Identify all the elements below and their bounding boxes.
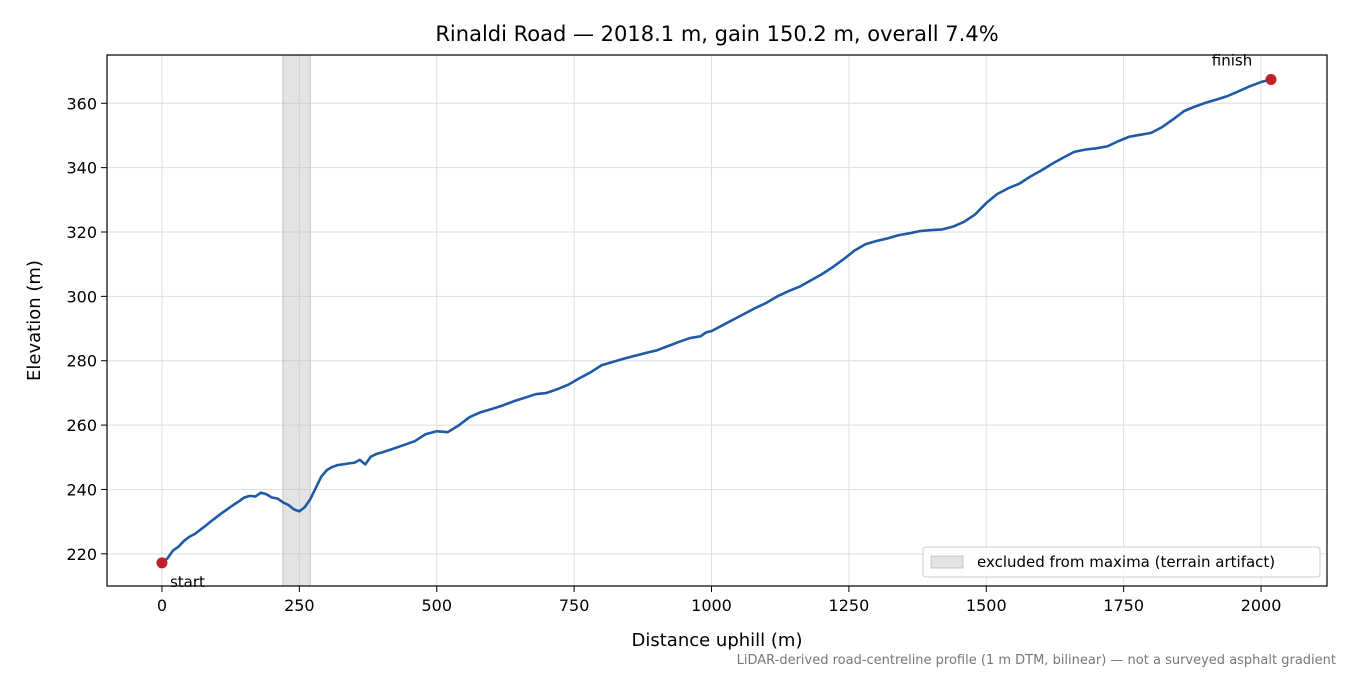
figure-caption: LiDAR-derived road-centreline profile (1…	[737, 653, 1336, 668]
x-axis-label: Distance uphill (m)	[632, 630, 803, 651]
legend-box	[922, 546, 1321, 578]
excluded-band	[282, 54, 311, 587]
x-tick-label: 750	[559, 596, 590, 615]
y-axis-ticks: 220 240 260 280 300 320 340 360	[66, 94, 107, 564]
finish-annotation: finish	[1212, 51, 1252, 69]
start-marker	[156, 557, 168, 569]
y-tick-label: 220	[66, 545, 97, 564]
x-tick-label: 0	[157, 596, 167, 615]
legend-swatch	[930, 555, 964, 569]
start-annotation: start	[170, 573, 205, 591]
x-tick-label: 1000	[691, 596, 732, 615]
y-tick-label: 340	[66, 159, 97, 178]
x-tick-label: 2000	[1241, 596, 1282, 615]
chart-title: Rinaldi Road — 2018.1 m, gain 150.2 m, o…	[435, 22, 998, 46]
legend: excluded from maxima (terrain artifact)	[922, 546, 1321, 578]
elevation-line	[160, 78, 1273, 565]
y-tick-label: 360	[66, 94, 97, 113]
x-tick-label: 1750	[1103, 596, 1144, 615]
y-tick-label: 320	[66, 223, 97, 242]
legend-entry-excluded: excluded from maxima (terrain artifact)	[977, 553, 1275, 571]
y-tick-label: 260	[66, 416, 97, 435]
y-axis-label: Elevation (m)	[24, 260, 45, 381]
x-tick-label: 1250	[829, 596, 870, 615]
y-tick-label: 280	[66, 352, 97, 371]
y-tick-label: 300	[66, 287, 97, 306]
x-tick-label: 500	[421, 596, 452, 615]
x-tick-label: 1500	[966, 596, 1007, 615]
x-tick-label: 250	[284, 596, 315, 615]
finish-marker	[1265, 73, 1277, 85]
x-axis-ticks: 0 250 500 750 1000 1250 1500 1750 2000	[157, 586, 1282, 615]
y-tick-label: 240	[66, 480, 97, 499]
plot-area-frame	[106, 54, 1328, 587]
